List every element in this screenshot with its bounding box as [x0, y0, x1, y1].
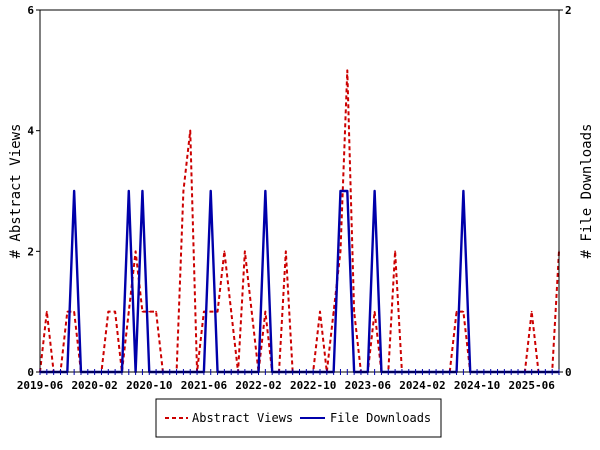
- data-point-file-downloads: [264, 190, 267, 192]
- data-point-abstract-views: [148, 310, 151, 313]
- data-point-abstract-views: [230, 310, 233, 313]
- data-point-abstract-views: [141, 310, 144, 313]
- series-layer: [39, 69, 560, 374]
- data-point-file-downloads: [346, 190, 349, 192]
- data-point-abstract-views: [244, 250, 246, 253]
- x-tick-label: 2024-02: [399, 379, 445, 392]
- y-left-axis-title: # Abstract Views: [8, 124, 24, 259]
- data-point-file-downloads: [462, 190, 465, 192]
- x-tick-label: 2024-10: [454, 379, 500, 392]
- data-point-abstract-views: [332, 310, 335, 313]
- x-tick-label: 2025-06: [509, 379, 556, 392]
- data-point-abstract-views: [114, 310, 116, 313]
- x-tick-label: 2022-02: [235, 379, 281, 392]
- y-left-tick-label: 6: [27, 4, 34, 17]
- x-tick-label: 2022-10: [290, 379, 336, 392]
- data-point-abstract-views: [155, 310, 157, 313]
- legend-label-abstract-views: Abstract Views: [192, 411, 293, 425]
- series-line-file-downloads: [40, 189, 559, 374]
- plot-frame: [39, 9, 560, 373]
- x-tick-label: 2020-10: [126, 379, 172, 392]
- x-tick-label: 2019-06: [17, 379, 64, 392]
- data-point-file-downloads: [127, 190, 130, 192]
- data-point-file-downloads: [339, 190, 342, 192]
- data-point-abstract-views: [216, 310, 219, 313]
- data-point-file-downloads: [209, 190, 212, 192]
- labels-layer: 0 2 4 6 0 2 2019-06 2020-02 2020-10 2021-06 2022-0…: [8, 4, 595, 392]
- data-point-abstract-views: [462, 310, 465, 313]
- y-left-tick-label: 2: [27, 245, 34, 258]
- data-point-abstract-views: [223, 250, 226, 253]
- data-point-file-downloads: [373, 190, 376, 192]
- y-left-tick-label: 4: [27, 125, 34, 138]
- data-point-abstract-views: [134, 250, 137, 253]
- data-point-abstract-views: [250, 310, 253, 313]
- data-point-abstract-views: [73, 310, 75, 313]
- y-right-tick-label: 2: [565, 4, 572, 17]
- data-point-abstract-views: [46, 310, 48, 313]
- data-point-abstract-views: [455, 310, 458, 313]
- x-tick-label: 2020-02: [71, 379, 117, 392]
- data-point-file-downloads: [73, 190, 75, 192]
- data-point-abstract-views: [209, 310, 212, 313]
- x-tick-label: 2023-06: [345, 379, 392, 392]
- axes-layer: [36, 9, 563, 375]
- legend: Abstract Views File Downloads: [155, 398, 442, 438]
- legend-box: [155, 398, 442, 438]
- data-point-abstract-views: [182, 190, 185, 192]
- data-point-abstract-views: [319, 310, 321, 313]
- data-point-abstract-views: [189, 129, 192, 132]
- data-point-abstract-views: [127, 310, 130, 313]
- data-point-abstract-views: [346, 69, 349, 72]
- y-right-tick-label: 0: [565, 366, 572, 379]
- y-left-tick-label: 0: [27, 366, 34, 379]
- data-point-abstract-views: [285, 250, 287, 253]
- legend-label-file-downloads: File Downloads: [330, 411, 431, 425]
- series-line-abstract-views: [39, 69, 560, 373]
- data-point-abstract-views: [353, 310, 355, 313]
- x-tick-label: 2021-06: [181, 379, 228, 392]
- data-point-abstract-views: [203, 310, 205, 313]
- data-point-abstract-views: [66, 310, 69, 313]
- data-point-abstract-views: [530, 310, 533, 313]
- data-point-abstract-views: [373, 310, 376, 313]
- data-point-file-downloads: [141, 190, 144, 192]
- data-point-abstract-views: [107, 310, 110, 313]
- y-right-axis-title: # File Downloads: [579, 124, 595, 259]
- data-point-abstract-views: [339, 250, 342, 253]
- data-point-abstract-views: [394, 250, 396, 253]
- data-point-abstract-views: [264, 310, 267, 313]
